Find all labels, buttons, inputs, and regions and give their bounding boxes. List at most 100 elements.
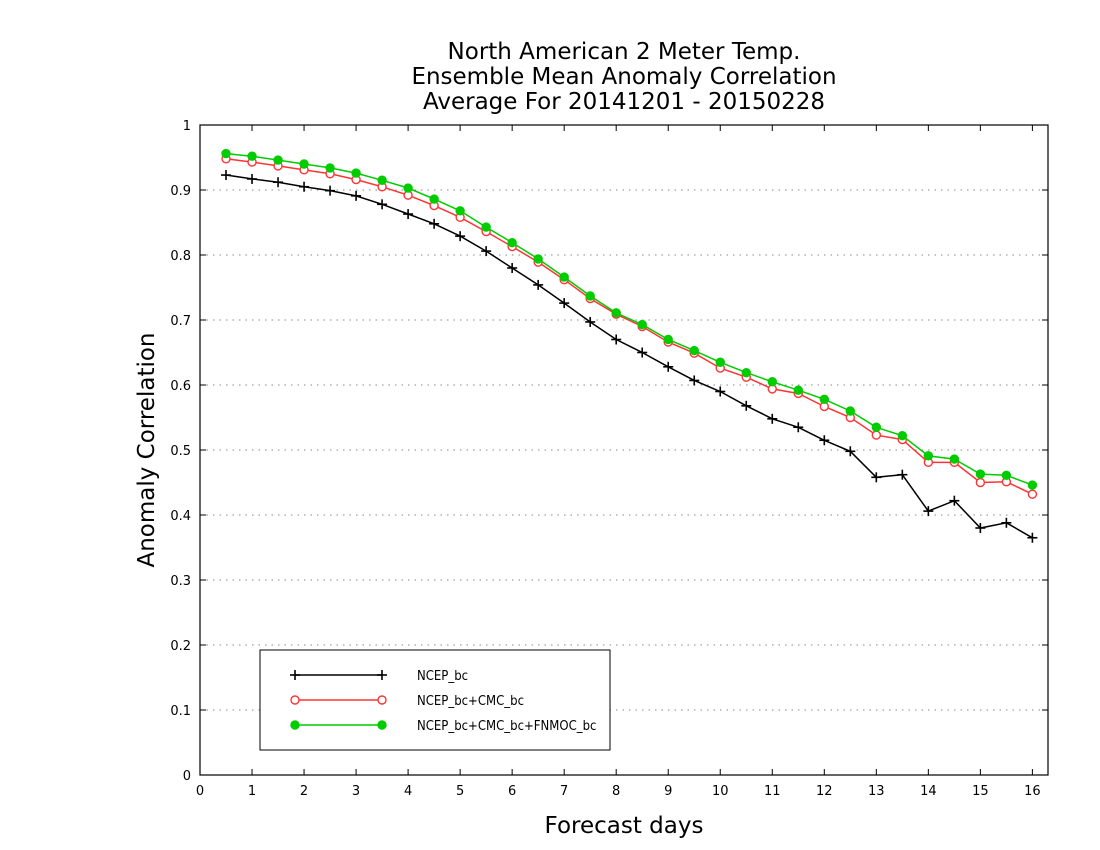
y-tick-label: 1 <box>183 119 191 134</box>
data-point <box>533 254 543 264</box>
data-point <box>611 334 622 345</box>
data-point <box>1001 470 1012 481</box>
legend-item-2: NCEP_bc+CMC_bc <box>290 694 524 709</box>
legend-marker <box>377 670 387 680</box>
legend-box <box>259 649 611 751</box>
series-3 <box>221 148 1038 490</box>
legend-label: NCEP_bc+CMC_bc <box>417 694 524 709</box>
data-point <box>793 422 804 433</box>
legend-marker <box>377 720 387 730</box>
data-point <box>1001 517 1012 528</box>
data-point <box>403 209 414 220</box>
y-tick-label: 0.3 <box>170 574 191 589</box>
x-tick-label: 5 <box>456 784 464 799</box>
data-point <box>221 170 232 181</box>
data-point <box>1027 532 1038 543</box>
legend-item-3: NCEP_bc+CMC_bc+FNMOC_bc <box>290 719 596 734</box>
series-2 <box>221 154 1038 499</box>
x-tick-label: 6 <box>508 784 516 799</box>
data-point <box>897 431 908 441</box>
data-point <box>429 194 439 204</box>
data-point <box>377 199 388 210</box>
data-point <box>975 523 986 533</box>
data-point <box>949 495 960 506</box>
data-point <box>845 406 856 416</box>
x-tick-label: 4 <box>404 784 412 799</box>
data-point <box>351 190 362 201</box>
x-tick-label: 1 <box>248 784 256 799</box>
x-tick-label: 9 <box>664 784 672 799</box>
data-point <box>819 435 830 446</box>
data-point <box>247 173 258 184</box>
x-tick-label: 14 <box>920 784 937 799</box>
y-axis-label: Anomaly Correlation <box>134 332 160 567</box>
axis-ticks: 00.10.20.30.40.50.60.70.80.910 1 2 3 4 5 6 7 8 9 1… <box>170 119 1048 799</box>
y-tick-label: 0.5 <box>170 444 191 459</box>
data-point <box>481 246 492 257</box>
x-tick-label: 2 <box>300 784 308 799</box>
data-point <box>325 185 336 196</box>
data-point <box>923 506 934 517</box>
x-tick-label: 13 <box>868 784 885 799</box>
data-point <box>793 385 803 395</box>
x-tick-label: 7 <box>560 784 568 799</box>
y-tick-label: 0.7 <box>170 314 191 329</box>
data-point <box>481 222 491 232</box>
legend-marker <box>290 695 300 705</box>
data-point <box>949 454 960 464</box>
chart-title: North American 2 Meter Temp. Ensemble Me… <box>411 39 836 115</box>
y-tick-label: 0.1 <box>170 704 191 719</box>
data-point <box>897 469 908 480</box>
legend-label: NCEP_bc+CMC_bc+FNMOC_bc <box>417 719 596 734</box>
data-point <box>663 361 674 372</box>
series-line <box>225 174 1033 539</box>
data-point <box>247 151 257 161</box>
legend-marker <box>290 670 300 680</box>
data-point <box>819 394 829 404</box>
chart-title-line-1: North American 2 Meter Temp. <box>448 39 801 65</box>
legend-marker <box>377 695 387 705</box>
data-point <box>845 446 856 457</box>
legend-item-1: NCEP_bc <box>290 669 468 684</box>
series-line <box>225 158 1033 495</box>
data-point <box>767 377 777 387</box>
y-tick-label: 0 <box>183 769 191 784</box>
x-tick-label: 12 <box>816 784 833 799</box>
data-point <box>689 375 700 386</box>
data-point <box>403 183 413 193</box>
x-tick-label: 15 <box>972 784 989 799</box>
data-point <box>273 177 284 188</box>
data-point <box>975 469 986 479</box>
data-point <box>767 413 778 424</box>
data-point <box>585 291 595 301</box>
data-point <box>715 357 725 367</box>
x-tick-label: 3 <box>352 784 360 799</box>
data-point <box>533 279 544 290</box>
data-point <box>455 231 466 242</box>
x-axis-label: Forecast days <box>545 813 704 839</box>
data-point <box>741 400 752 411</box>
legend: NCEP_bc NCEP_bc+CMC_bc NCEP_bc+CMC_bc+FNMO… <box>259 649 611 751</box>
x-tick-label: 11 <box>764 784 781 799</box>
y-tick-label: 0.4 <box>170 509 191 524</box>
data-point <box>1027 489 1038 499</box>
data-point <box>637 347 648 358</box>
x-tick-label: 8 <box>612 784 620 799</box>
data-point <box>377 175 387 185</box>
data-point <box>351 168 361 178</box>
data-point <box>455 206 465 216</box>
y-tick-label: 0.6 <box>170 379 191 394</box>
data-point <box>559 272 569 282</box>
data-point <box>299 181 310 192</box>
data-point <box>273 155 283 165</box>
series-1 <box>221 170 1038 543</box>
data-point <box>507 237 517 248</box>
data-point <box>221 148 231 159</box>
chart-title-line-2: Ensemble Mean Anomaly Correlation <box>411 64 836 90</box>
data-point <box>741 367 751 378</box>
gridlines <box>200 189 1048 711</box>
y-tick-label: 0.8 <box>170 249 191 264</box>
data-point <box>715 386 726 397</box>
y-tick-label: 0.9 <box>170 184 191 199</box>
